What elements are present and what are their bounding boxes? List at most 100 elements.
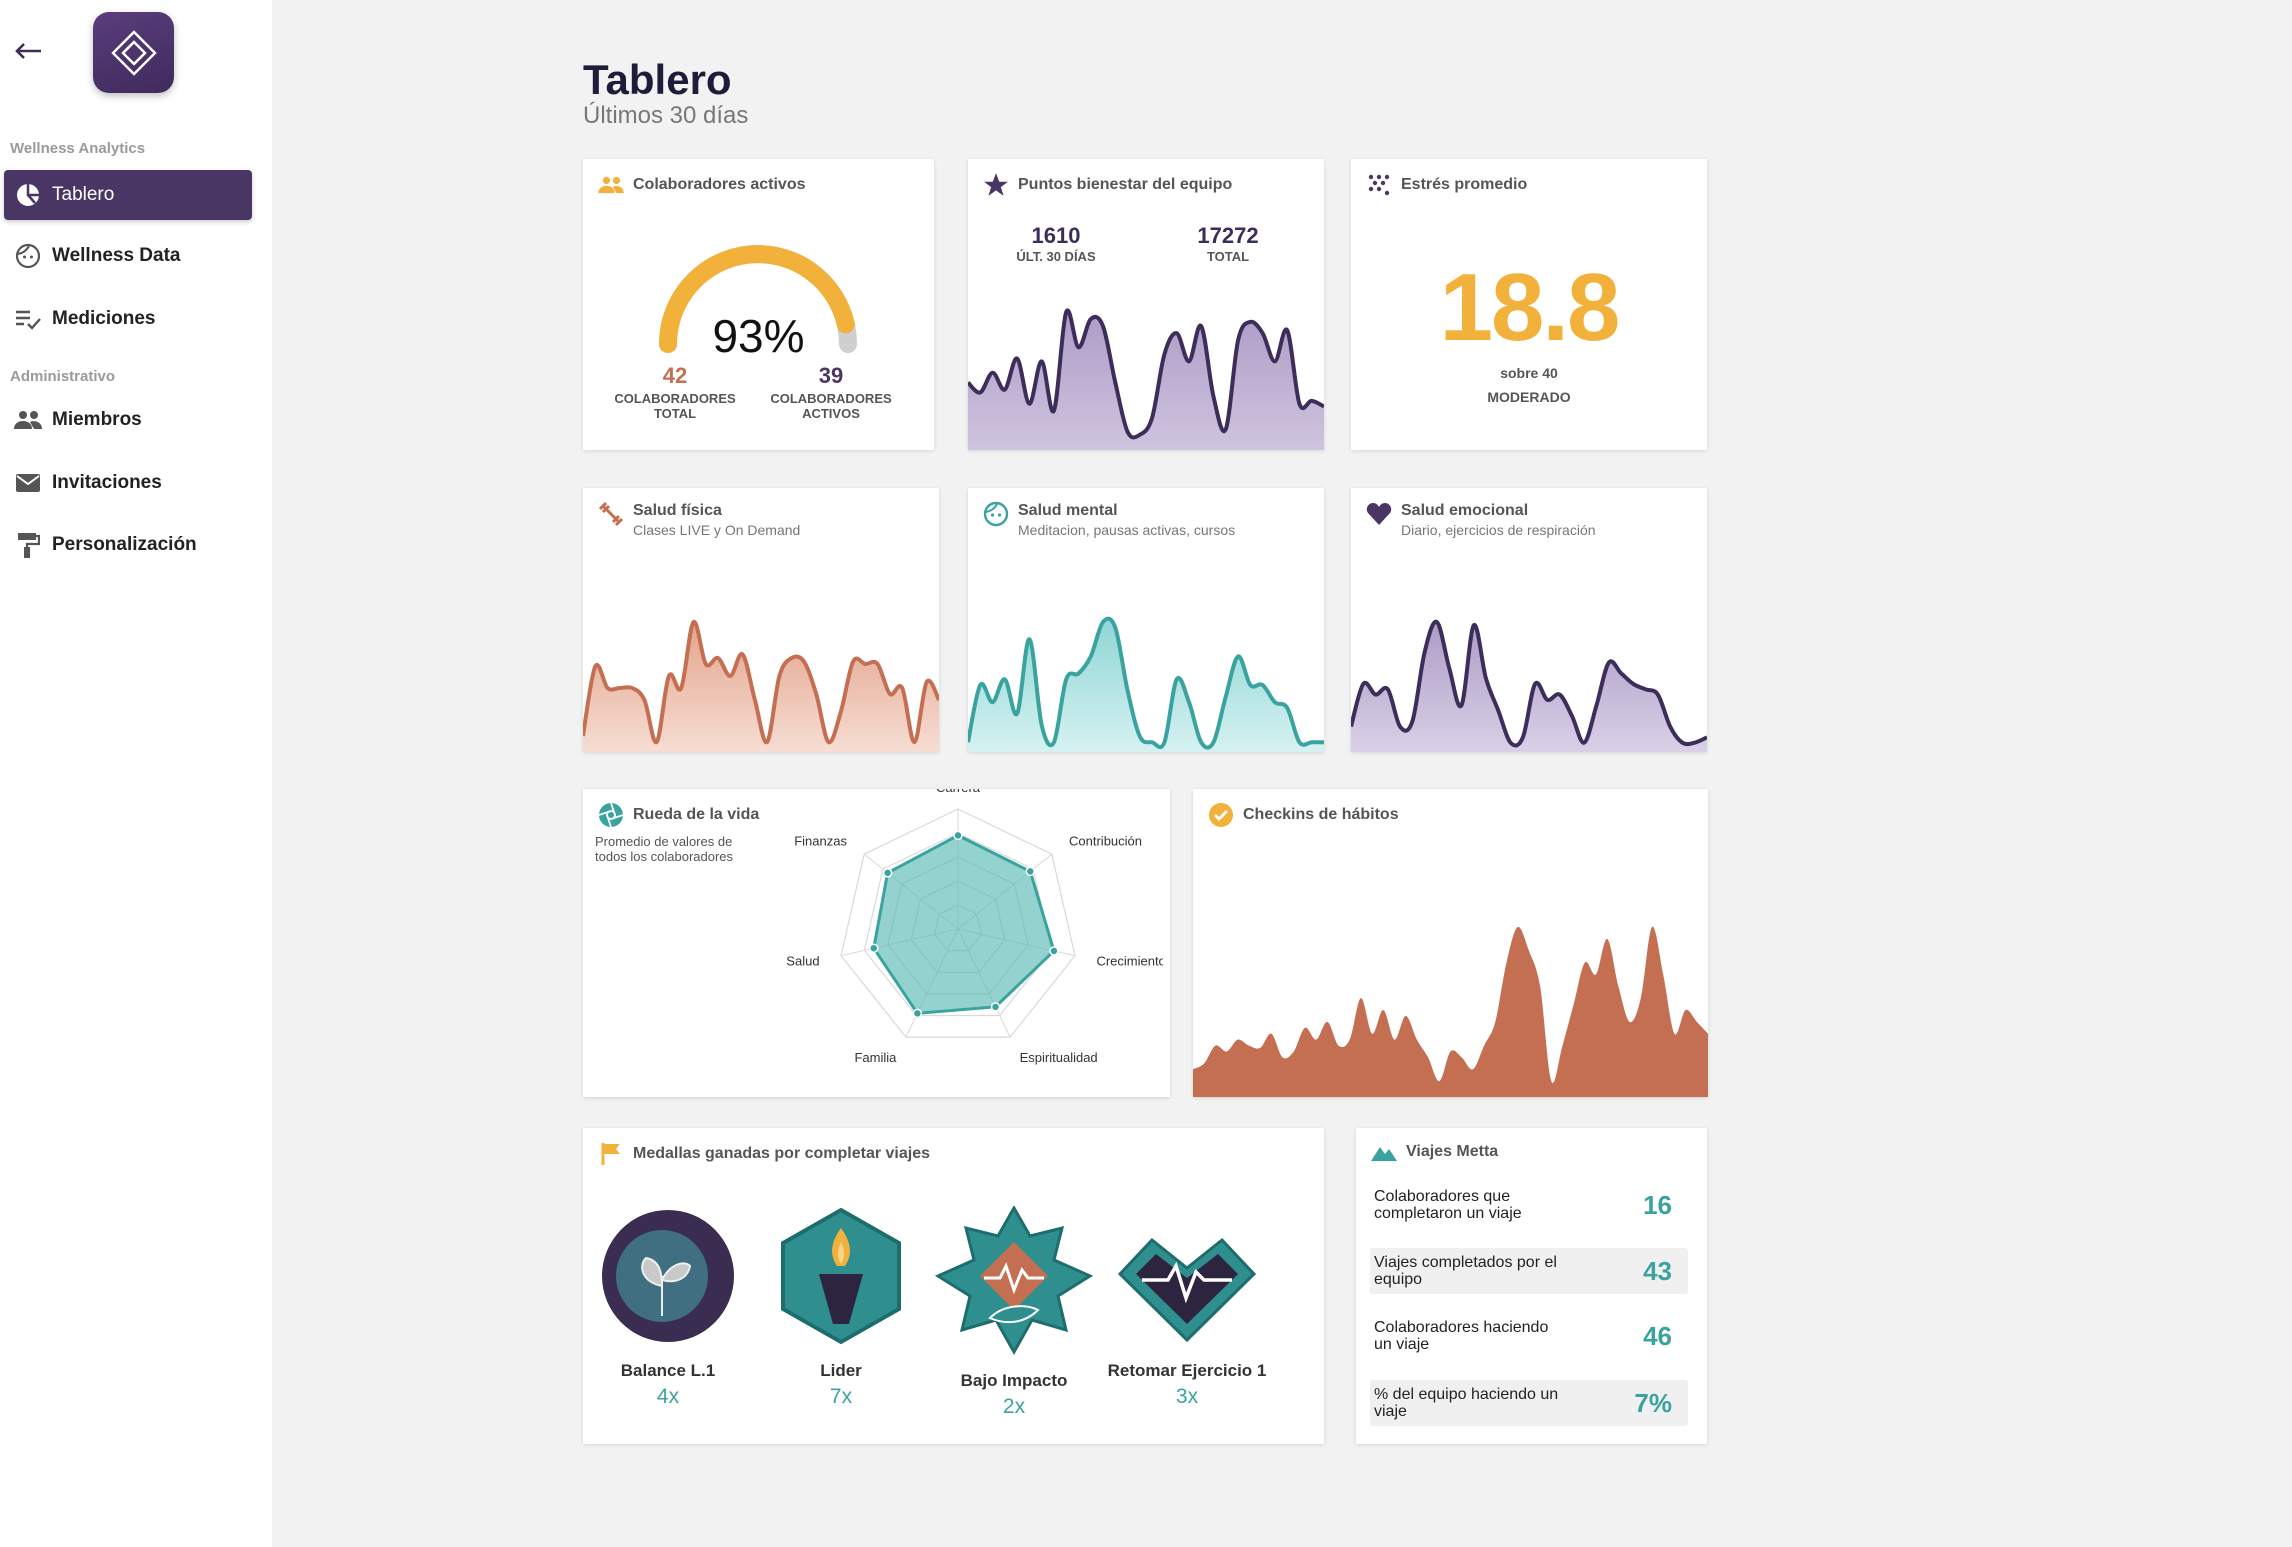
gauge-fill [659,245,855,353]
card-title: Viajes Metta [1406,1143,1499,1160]
viajes-row: Colaboradores haciendo un viaje 46 [1370,1313,1688,1359]
card-colaboradores-activos: Colaboradores activos 93% 42 COLABORADOR… [583,159,934,450]
series-line [968,616,1324,750]
card-subtitle: Diario, ejercicios de respiración [1401,522,1596,538]
radar-axis-label: Crecimiento [1096,954,1163,969]
series-line [1351,619,1707,748]
card-title: Medallas ganadas por completar viajes [633,1145,931,1162]
sidebar-item-miembros[interactable]: Miembros [4,395,252,445]
medal-count: 3x [1175,1385,1199,1408]
card-title: Checkins de hábitos [1243,806,1399,823]
row-label: Colaboradores que completaron un viaje [1374,1188,1522,1222]
back-arrow-icon[interactable] [10,36,46,66]
card-viajes-metta: Viajes Metta Colaboradores que completar… [1356,1128,1707,1444]
series-line [583,619,939,745]
series-line [968,308,1324,440]
page-title: Tablero [583,56,732,103]
section-wellness-analytics: Wellness Analytics [10,140,146,157]
habit-checkins-chart [1193,926,1708,1097]
medal-lider[interactable]: Lider 7x [756,1206,926,1409]
card-subtitle: Meditacion, pausas activas, cursos [1018,522,1236,538]
sidebar-item-tablero[interactable]: Tablero [4,170,252,220]
series-area [968,618,1324,752]
sidebar-item-label: Tablero [52,184,115,205]
people-icon [597,171,625,199]
radar-area [872,833,1056,1015]
medal-count: 2x [1002,1395,1026,1418]
series-area [1193,926,1708,1097]
row-label: Colaboradores haciendo un viaje [1374,1319,1549,1353]
card-checkins-habitos: Checkins de hábitos [1193,789,1708,1097]
stress-value: 18.8 [1439,254,1621,361]
stat-value: 1610 [1031,223,1081,248]
radar-point [912,1008,923,1019]
card-title: Colaboradores activos [633,176,806,193]
medal-balance[interactable]: Balance L.1 4x [583,1206,753,1409]
card-salud-mental: Salud mental Meditacion, pausas activas, … [968,488,1324,752]
stat-value: 39 [818,363,844,388]
mail-icon [12,467,44,499]
points-trend-chart [968,308,1324,450]
sidebar-item-invitaciones[interactable]: Invitaciones [4,458,252,508]
sidebar-item-label: Mediciones [52,308,156,329]
stat-total-points: 17272 TOTAL [1168,223,1288,264]
card-title: Salud emocional [1401,502,1529,519]
radar-point [869,943,879,953]
active-gauge [659,245,857,353]
stat-total: 42 COLABORADORES TOTAL [605,363,745,421]
sidebar-item-label: Personalización [52,534,197,555]
medal-retomar-ejercicio[interactable]: Retomar Ejercicio 1 3x [1102,1206,1272,1409]
heartbeat-medal-icon [1117,1237,1257,1343]
aperture-icon [597,801,625,829]
viajes-row: Viajes completados por el equipo 43 [1370,1248,1688,1294]
low-impact-star-medal-icon [934,1204,1094,1356]
card-rueda-de-la-vida: Rueda de la vida Promedio de valores de … [583,789,1170,1097]
mountain-icon [1370,1138,1398,1166]
stat-label: TOTAL [1206,249,1250,264]
row-value: 7% [1634,1387,1672,1418]
radar-axis-label: Espiritualidad [1020,1050,1098,1065]
radar-axis-label: Carrera [936,789,981,795]
card-subtitle: Clases LIVE y On Demand [633,522,801,538]
stress-level: MODERADO [1487,389,1571,405]
section-administrativo: Administrativo [10,368,116,385]
physical-health-chart [583,619,939,752]
card-title: Salud física [633,502,722,519]
radar-point [1025,866,1035,877]
mental-health-chart [968,616,1324,752]
heart-icon [1365,500,1393,528]
radar-grid [840,808,1076,1038]
medal-count: 4x [656,1385,680,1408]
app-logo[interactable] [93,12,174,93]
leader-torch-medal-icon [781,1207,901,1345]
card-subtitle: Promedio de valores de todos los colabor… [595,834,734,864]
sidebar-item-personalizacion[interactable]: Personalización [4,520,252,570]
series-area [968,310,1324,450]
medal-name: Retomar Ejercicio 1 [1107,1361,1267,1380]
medal-name: Lider [820,1361,862,1380]
sidebar: Wellness Analytics Tablero Wellness Data… [0,0,272,1547]
medal-name: Bajo Impacto [960,1371,1068,1390]
life-wheel-radar-chart: Carrera Contribución Crecimiento Espiritual… [786,789,1163,1065]
sidebar-item-mediciones[interactable]: Mediciones [4,294,252,344]
radar-axis-label: Familia [854,1050,897,1065]
medal-bajo-impacto[interactable]: Bajo Impacto 2x [929,1204,1099,1419]
stat-label: COLABORADORES ACTIVOS [770,391,892,421]
card-title: Rueda de la vida [633,806,760,823]
radar-axis-label: Contribución [1069,833,1142,848]
radar-point [953,830,963,841]
dots-grid-icon [1365,171,1393,199]
card-salud-emocional: Salud emocional Diario, ejercicios de res… [1351,488,1707,752]
smile-face-icon [982,500,1010,528]
card-title: Puntos bienestar del equipo [1018,176,1233,193]
star-icon [982,171,1010,199]
pie-chart-icon [12,179,44,211]
sidebar-item-wellness-data[interactable]: Wellness Data [4,231,252,281]
sidebar-item-label: Wellness Data [52,245,181,266]
row-label: % del equipo haciendo un viaje [1374,1386,1559,1420]
radar-point [882,868,893,878]
stress-scale: sobre 40 [1500,365,1558,381]
row-value: 16 [1643,1189,1672,1220]
flag-icon [597,1140,625,1168]
sidebar-item-label: Miembros [52,409,142,430]
